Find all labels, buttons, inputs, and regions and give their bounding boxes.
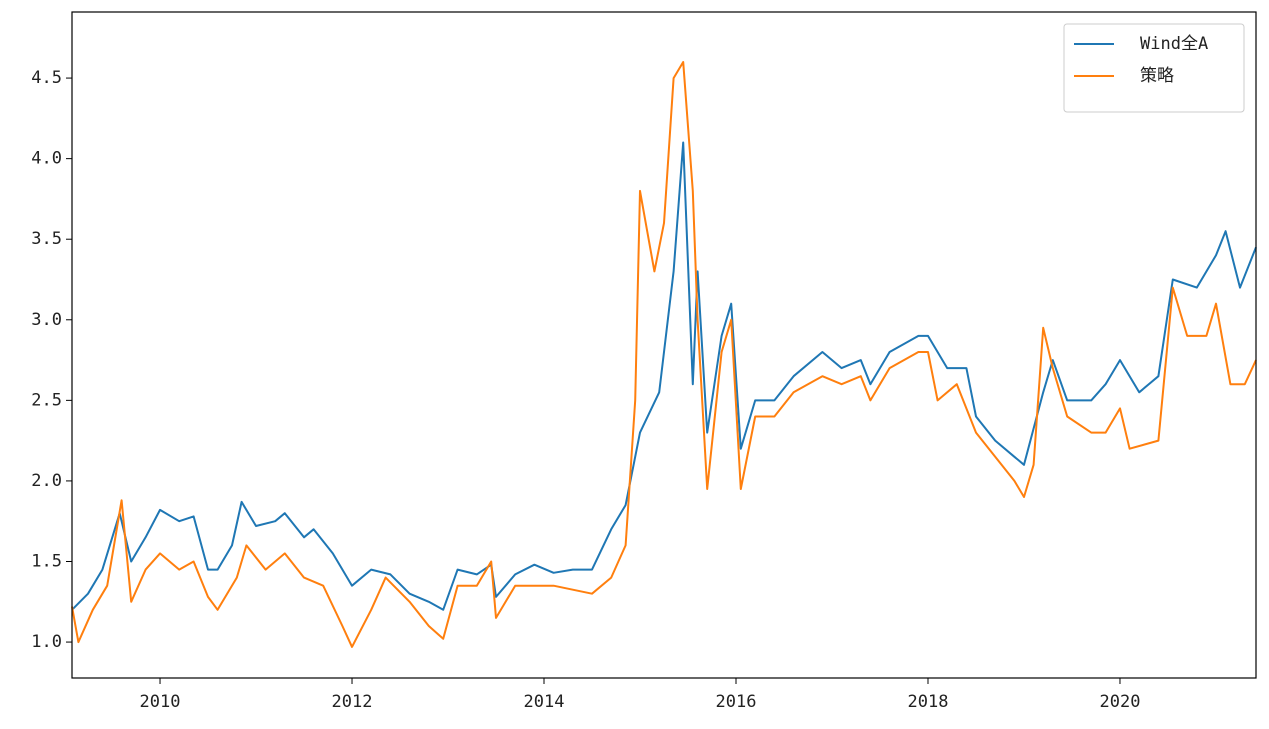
x-tick-label: 2010 [140, 692, 181, 712]
y-tick-label: 4.5 [31, 68, 62, 88]
x-tick-label: 2016 [716, 692, 757, 712]
x-tick-label: 2014 [524, 692, 565, 712]
y-tick-label: 3.0 [31, 310, 62, 330]
legend-label: Wind全A [1140, 34, 1208, 54]
plot-frame [71, 11, 1257, 679]
x-tick-label: 2012 [332, 692, 373, 712]
y-tick-label: 1.5 [31, 551, 62, 571]
x-tick-label: 2020 [1099, 692, 1140, 712]
y-tick-label: 2.0 [31, 471, 62, 491]
y-tick-label: 3.5 [31, 229, 62, 249]
y-tick-label: 4.0 [31, 149, 62, 169]
legend-box [1063, 23, 1245, 113]
legend-label: 策略 [1140, 66, 1174, 86]
line [71, 141, 1257, 611]
y-tick-label: 1.0 [31, 632, 62, 652]
y-tick-label: 2.5 [31, 390, 62, 410]
x-tick-label: 2018 [908, 692, 949, 712]
line [71, 61, 1257, 648]
